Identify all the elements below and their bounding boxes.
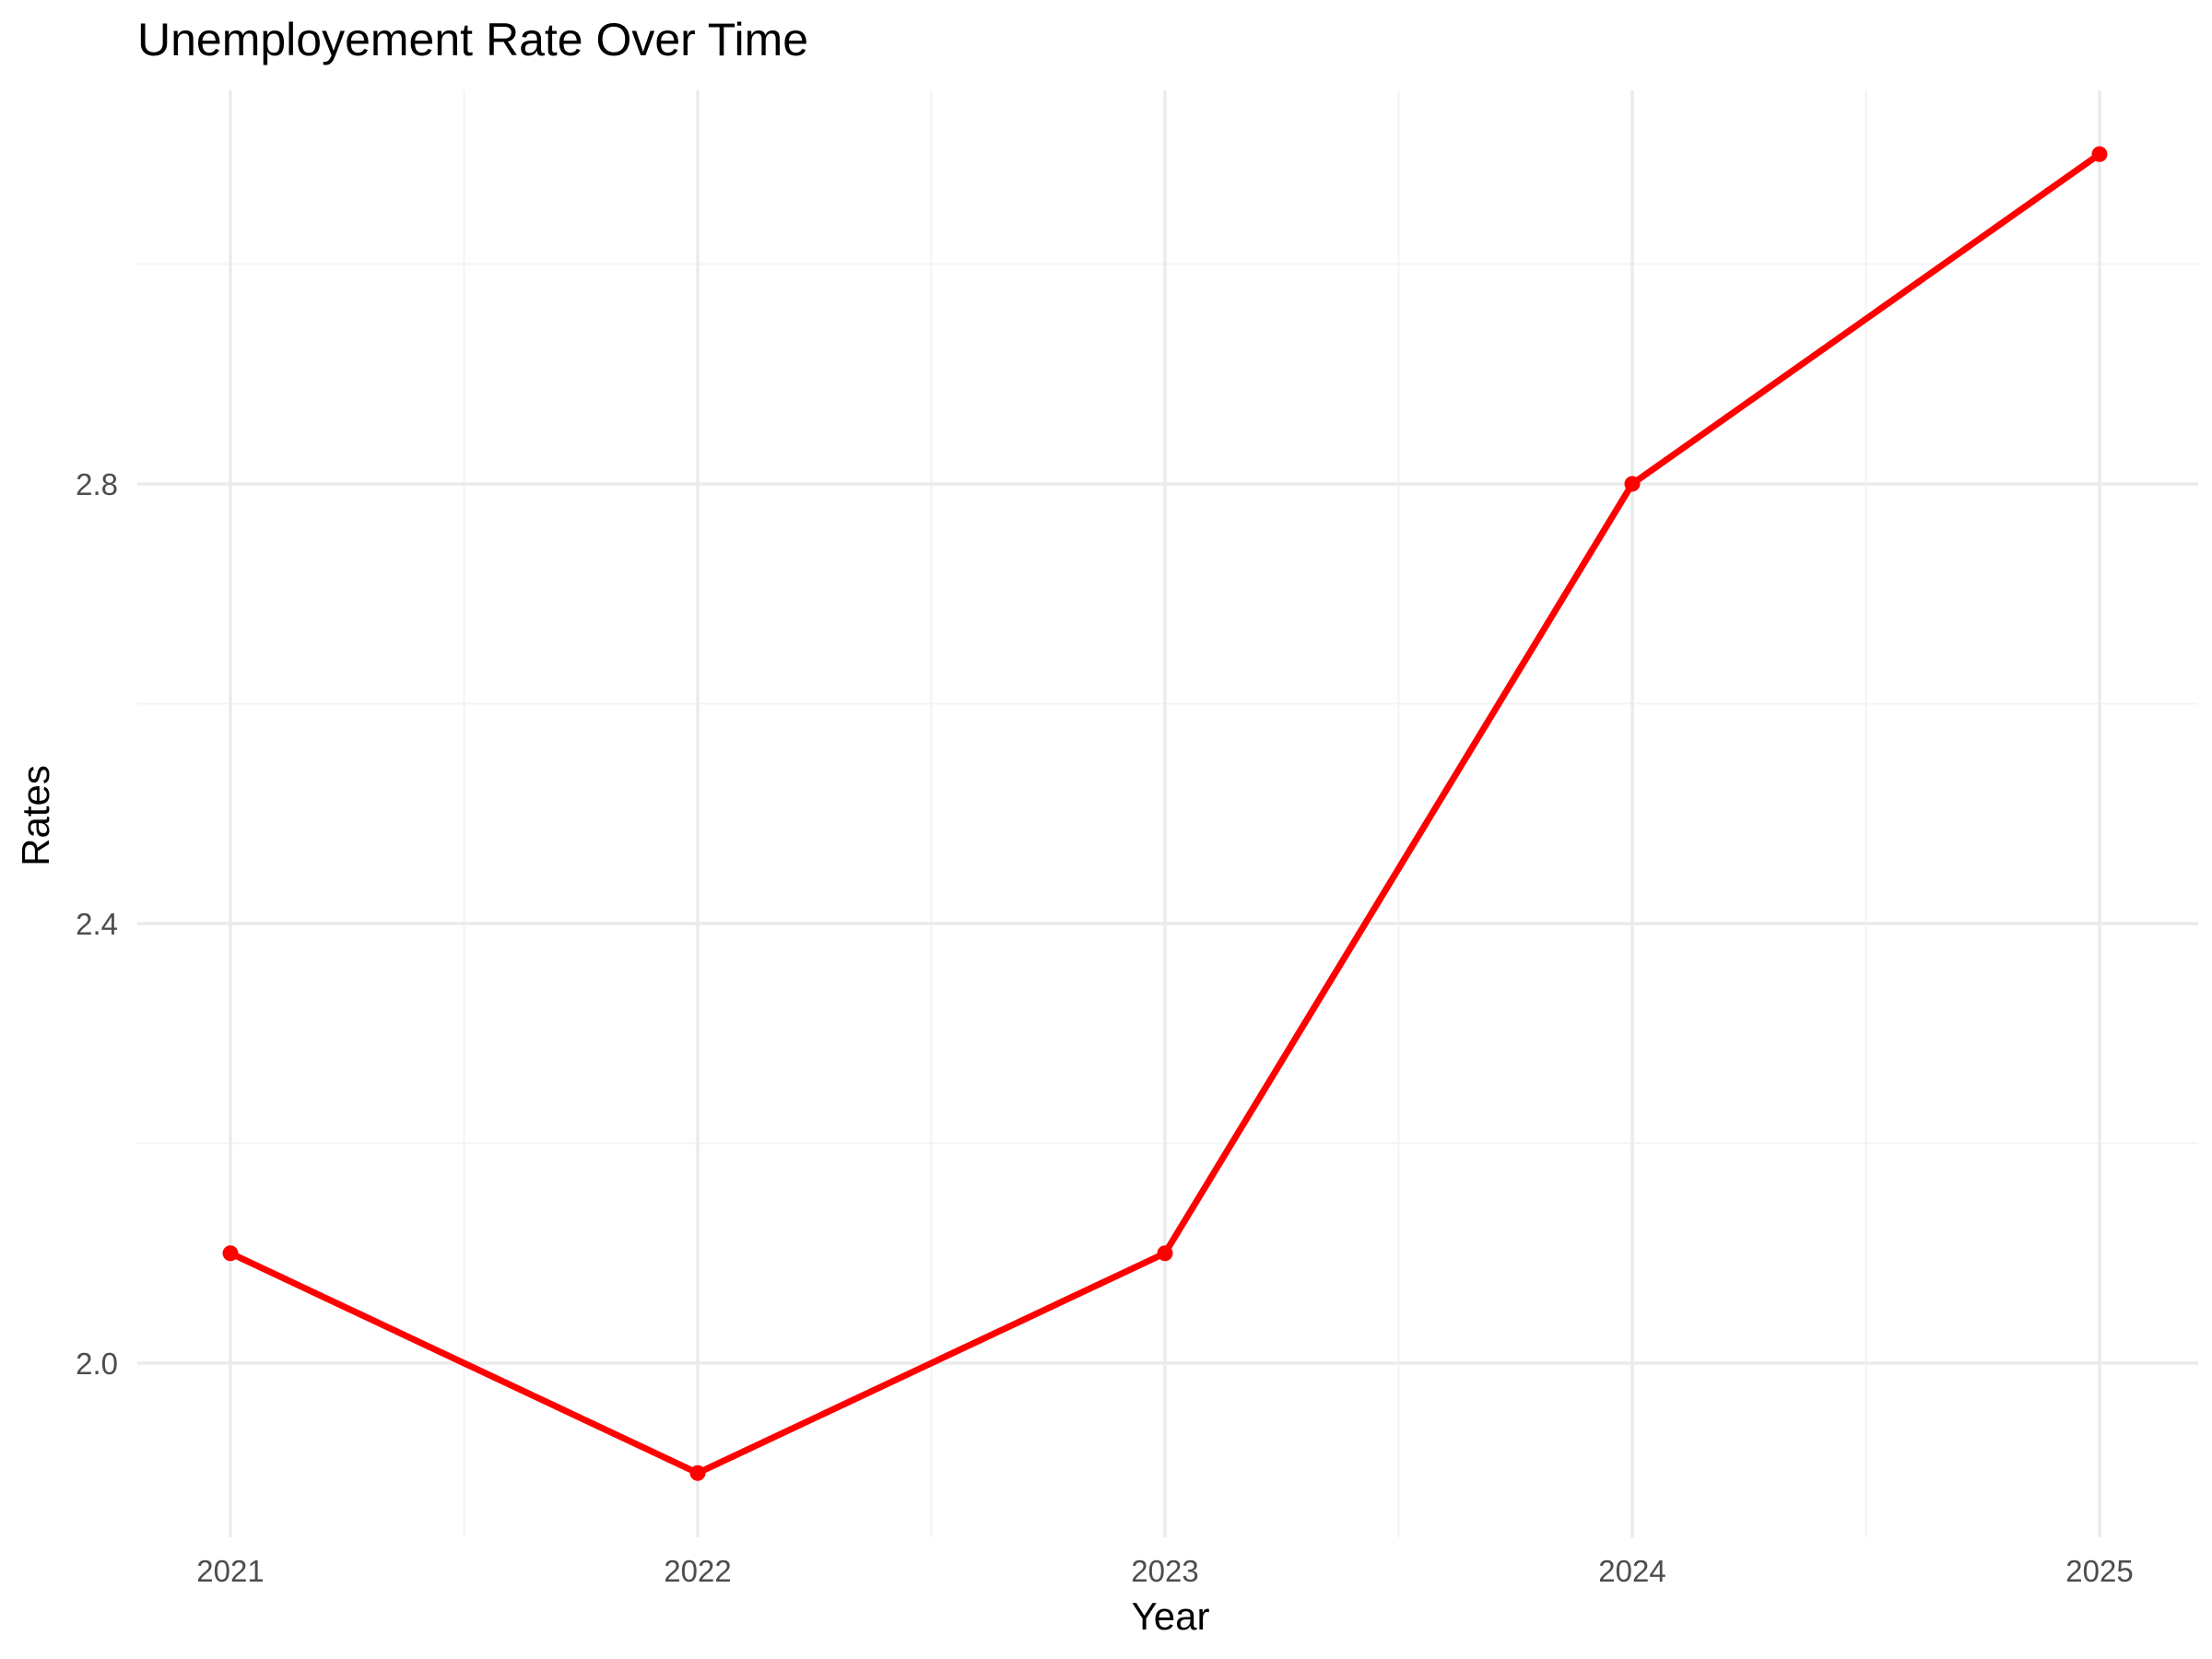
y-tick-label: 2.4: [76, 907, 118, 941]
data-point: [2091, 146, 2108, 162]
y-axis-ticks: 2.0 2.4 2.8: [76, 467, 118, 1381]
y-tick-label: 2.8: [76, 467, 118, 501]
points-layer: [222, 146, 2108, 1481]
data-point: [689, 1465, 706, 1481]
data-point: [222, 1245, 239, 1262]
chart-title: Unemployement Rate Over Time: [137, 14, 808, 65]
x-tick-label: 2022: [664, 1554, 731, 1588]
x-tick-label: 2025: [2065, 1554, 2133, 1588]
grid: [137, 90, 2198, 1537]
y-axis-title: Rates: [14, 765, 57, 866]
x-axis-ticks: 2021 2022 2023 2024 2025: [196, 1554, 2133, 1588]
x-tick-label: 2023: [1131, 1554, 1198, 1588]
x-tick-label: 2024: [1598, 1554, 1665, 1588]
x-axis-title: Year: [1132, 1594, 1210, 1638]
data-point: [1157, 1245, 1173, 1262]
data-point: [1624, 476, 1641, 492]
y-tick-label: 2.0: [76, 1347, 118, 1381]
x-tick-label: 2021: [196, 1554, 264, 1588]
